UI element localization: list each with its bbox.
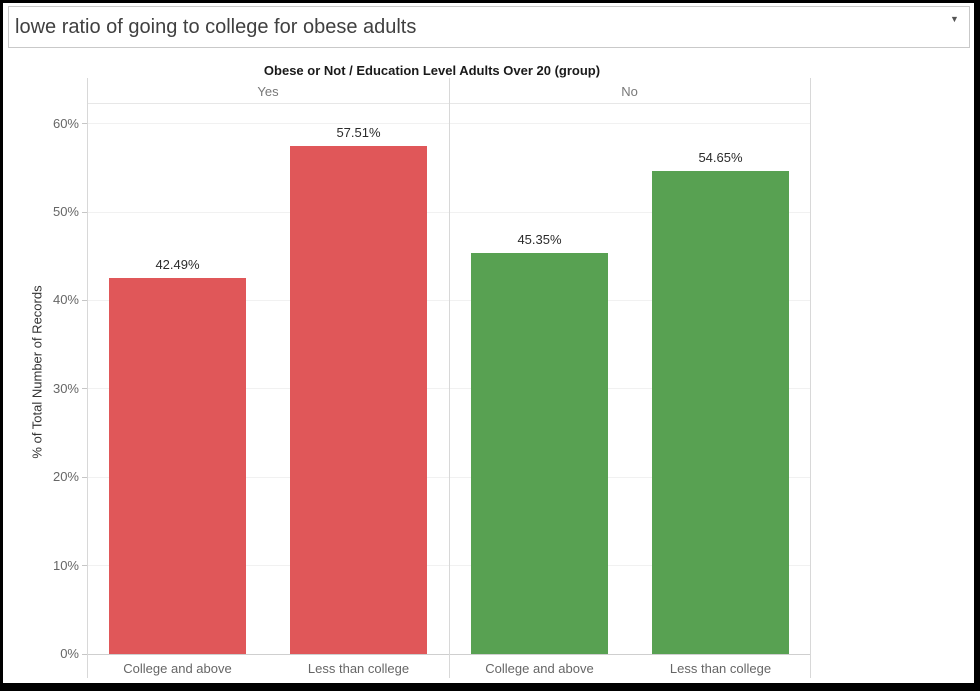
bar-value-label: 57.51% (336, 124, 381, 140)
x-axis-line (87, 654, 810, 655)
y-gridline (87, 211, 810, 213)
y-tick-label: 40% (52, 292, 79, 308)
y-gridline (87, 565, 810, 567)
x-axis-label[interactable]: College and above (123, 661, 232, 676)
bar[interactable] (109, 278, 246, 654)
column-header-no[interactable]: No (621, 84, 638, 99)
x-axis-label[interactable]: Less than college (669, 661, 772, 676)
bar[interactable] (471, 253, 608, 654)
y-gridline (87, 299, 810, 301)
pane-top-border (87, 103, 810, 104)
pane-border (449, 78, 450, 678)
y-tick-label: 50% (52, 204, 79, 219)
query-input[interactable] (8, 6, 970, 48)
y-tick-mark (82, 123, 87, 125)
y-tick-mark (82, 211, 87, 213)
y-gridline (87, 388, 810, 390)
pane-border (87, 78, 88, 678)
bar-value-label: 45.35% (517, 232, 562, 248)
chart-title: Obese or Not / Education Level Adults Ov… (263, 63, 601, 78)
y-tick-mark (82, 476, 87, 478)
y-tick-mark (82, 299, 87, 301)
bar-value-label: 42.49% (155, 257, 200, 273)
y-tick-label: 30% (52, 380, 79, 396)
x-axis-label[interactable]: College and above (485, 661, 594, 676)
bar-value-label: 54.65% (698, 149, 743, 165)
bar[interactable] (290, 145, 427, 654)
y-tick-mark (82, 565, 87, 567)
y-tick-mark (82, 388, 87, 390)
y-tick-label: 0% (60, 646, 79, 661)
y-tick-label: 20% (52, 469, 79, 485)
y-gridline (87, 476, 810, 478)
pane-border (810, 78, 811, 678)
y-tick-label: 60% (52, 115, 79, 131)
dropdown-caret-icon[interactable]: ▼ (950, 14, 959, 24)
bar[interactable] (652, 170, 789, 654)
x-axis-label[interactable]: Less than college (307, 661, 410, 676)
y-tick-mark (82, 653, 87, 655)
y-tick-label: 10% (52, 557, 79, 573)
y-gridline (87, 123, 810, 125)
column-header-yes[interactable]: Yes (257, 84, 279, 99)
